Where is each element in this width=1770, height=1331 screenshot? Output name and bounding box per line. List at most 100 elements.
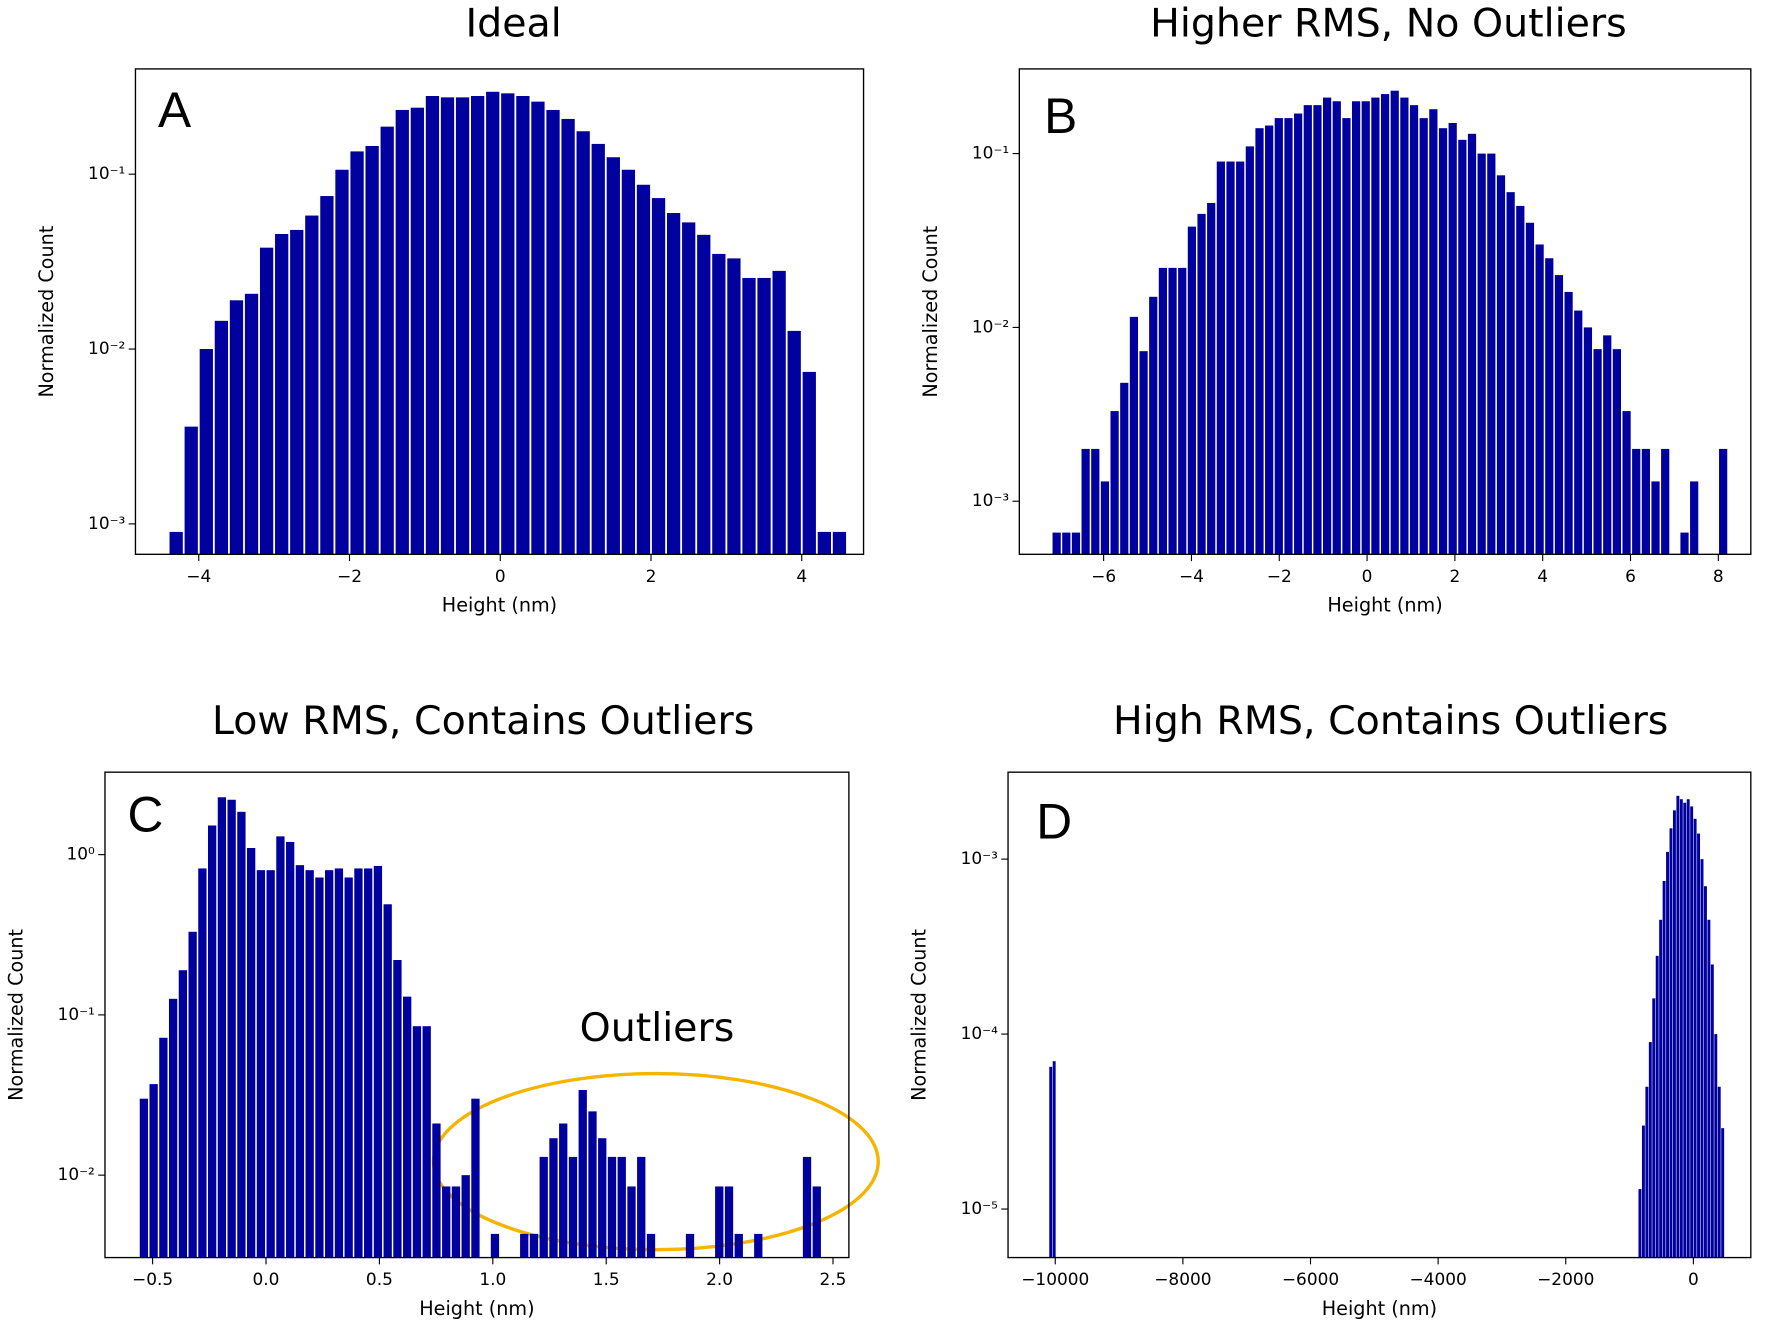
bar bbox=[501, 93, 515, 555]
bar bbox=[651, 198, 666, 555]
bar bbox=[754, 1233, 763, 1258]
bar bbox=[1120, 382, 1129, 555]
bar bbox=[1714, 1034, 1718, 1258]
bar bbox=[715, 1186, 724, 1258]
bar bbox=[1371, 97, 1380, 555]
bar bbox=[637, 1156, 646, 1258]
bar bbox=[344, 877, 353, 1258]
panel-title: Higher RMS, No Outliers bbox=[1150, 1, 1627, 47]
bar bbox=[529, 1233, 539, 1258]
x-tick-label: 4 bbox=[796, 566, 807, 586]
bar bbox=[1438, 128, 1448, 555]
bar bbox=[432, 1123, 441, 1258]
bar bbox=[442, 1186, 451, 1258]
bar bbox=[1525, 222, 1535, 555]
bar bbox=[1641, 448, 1650, 555]
bar bbox=[1284, 118, 1293, 555]
bar bbox=[1467, 133, 1477, 555]
bar bbox=[724, 1186, 734, 1258]
bar bbox=[1535, 244, 1544, 555]
x-axis-label: Height (nm) bbox=[419, 1297, 534, 1320]
bar bbox=[1477, 153, 1486, 555]
bar bbox=[451, 1186, 461, 1258]
bar bbox=[682, 222, 696, 555]
panel-letter: A bbox=[158, 82, 192, 138]
bar bbox=[1574, 310, 1583, 555]
bar bbox=[237, 811, 246, 1258]
bar bbox=[1390, 90, 1399, 555]
bar bbox=[1645, 1086, 1649, 1258]
bar bbox=[1236, 161, 1245, 555]
bar bbox=[812, 1186, 821, 1258]
x-axis-label: Height (nm) bbox=[1327, 594, 1442, 617]
bar bbox=[1380, 94, 1390, 555]
bar bbox=[1717, 1086, 1721, 1258]
bar bbox=[1662, 880, 1666, 1258]
bar bbox=[354, 868, 363, 1258]
bar bbox=[727, 258, 741, 555]
bar bbox=[1448, 122, 1457, 555]
bar bbox=[350, 151, 364, 555]
bar bbox=[1721, 1128, 1725, 1258]
bar bbox=[217, 797, 227, 1258]
panel-letter: C bbox=[128, 787, 164, 843]
bar bbox=[305, 870, 314, 1258]
bar bbox=[802, 371, 816, 555]
bar bbox=[1707, 919, 1711, 1258]
plot-frame bbox=[134, 68, 865, 555]
bar bbox=[276, 836, 285, 1258]
bar bbox=[531, 101, 545, 555]
bar bbox=[286, 841, 295, 1258]
bar bbox=[1168, 267, 1177, 555]
panel: Higher RMS, No Outliers −6 −4 −2 0 2 4 6 8 10⁻³ 10… bbox=[919, 1, 1752, 617]
panel: Low RMS, Contains Outliers −0.5 0.0 0.5 1.0 1… bbox=[4, 698, 850, 1320]
bar bbox=[1158, 267, 1168, 555]
bar bbox=[168, 998, 178, 1258]
panel: Ideal −4 −2 0 2 4 10⁻³ 10⁻² 10⁻¹ Height (nm) Norma… bbox=[35, 1, 865, 617]
bar bbox=[666, 212, 681, 555]
bar bbox=[1303, 105, 1312, 555]
bar bbox=[1071, 532, 1081, 555]
x-tick-label: −0.5 bbox=[132, 1269, 173, 1289]
y-tick-label: 10⁻² bbox=[58, 1164, 95, 1184]
bar bbox=[455, 97, 470, 555]
bar bbox=[712, 253, 726, 555]
bar bbox=[1332, 101, 1341, 555]
y-tick-label: 10⁻³ bbox=[972, 490, 1009, 510]
bar bbox=[621, 169, 636, 555]
outlier-ellipse bbox=[431, 1071, 880, 1252]
panel-title: Low RMS, Contains Outliers bbox=[212, 698, 754, 744]
bar bbox=[1361, 101, 1370, 555]
bar bbox=[832, 531, 847, 555]
bar bbox=[1294, 113, 1303, 555]
y-tick-label: 10⁻¹ bbox=[88, 163, 125, 183]
bar bbox=[139, 1098, 149, 1258]
bar bbox=[490, 1233, 500, 1258]
bar bbox=[1554, 275, 1564, 555]
bar bbox=[1313, 105, 1322, 555]
bar bbox=[1666, 851, 1670, 1258]
x-tick-label: −4 bbox=[1179, 566, 1204, 586]
bar bbox=[1139, 351, 1148, 555]
bar bbox=[334, 868, 344, 1258]
bar bbox=[1419, 118, 1428, 555]
panel-letter: D bbox=[1036, 793, 1072, 849]
bar bbox=[1655, 955, 1659, 1258]
plot-frame bbox=[1018, 68, 1752, 555]
bar bbox=[1690, 806, 1694, 1258]
x-tick-label: 2.5 bbox=[820, 1269, 847, 1289]
bar bbox=[275, 233, 289, 555]
x-tick-label: 8 bbox=[1713, 566, 1724, 586]
bar bbox=[576, 131, 590, 555]
bar bbox=[184, 426, 198, 555]
bar bbox=[578, 1089, 587, 1258]
bar bbox=[516, 96, 530, 555]
bar bbox=[1110, 411, 1119, 555]
x-tick-label: −6 bbox=[1091, 566, 1116, 586]
bar bbox=[380, 126, 394, 555]
bar bbox=[1052, 532, 1061, 555]
x-tick-label: −2 bbox=[337, 566, 362, 586]
y-tick-label: 10⁰ bbox=[66, 844, 95, 864]
bar bbox=[1216, 161, 1225, 555]
y-axis-label: Normalized Count bbox=[919, 225, 942, 397]
